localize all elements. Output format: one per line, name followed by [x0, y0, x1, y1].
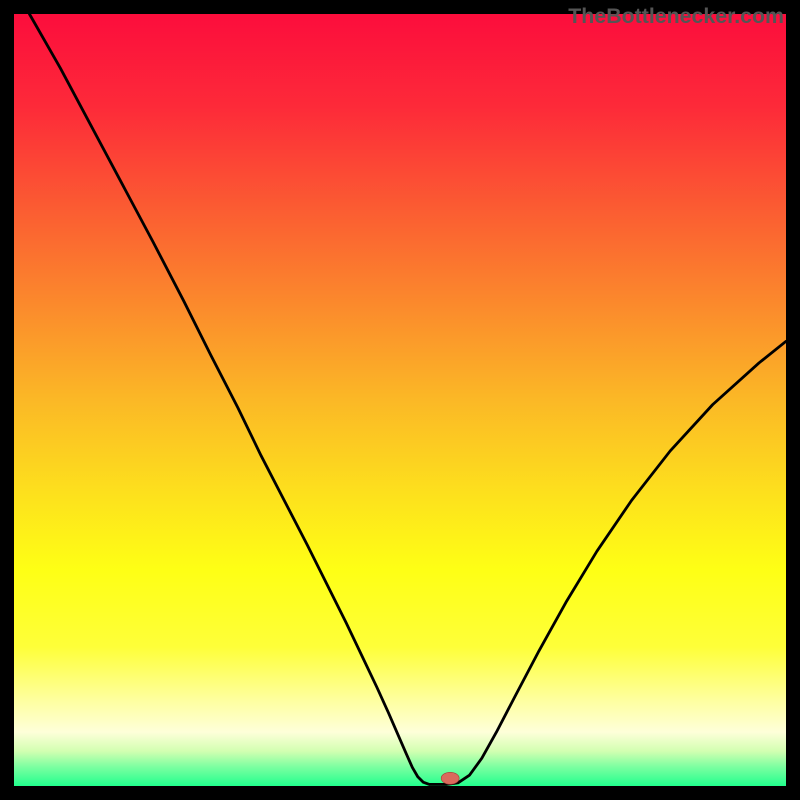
optimal-point-marker	[441, 772, 459, 784]
chart-svg	[0, 0, 800, 800]
bottleneck-chart: TheBottlenecker.com	[0, 0, 800, 800]
chart-background	[14, 14, 786, 786]
